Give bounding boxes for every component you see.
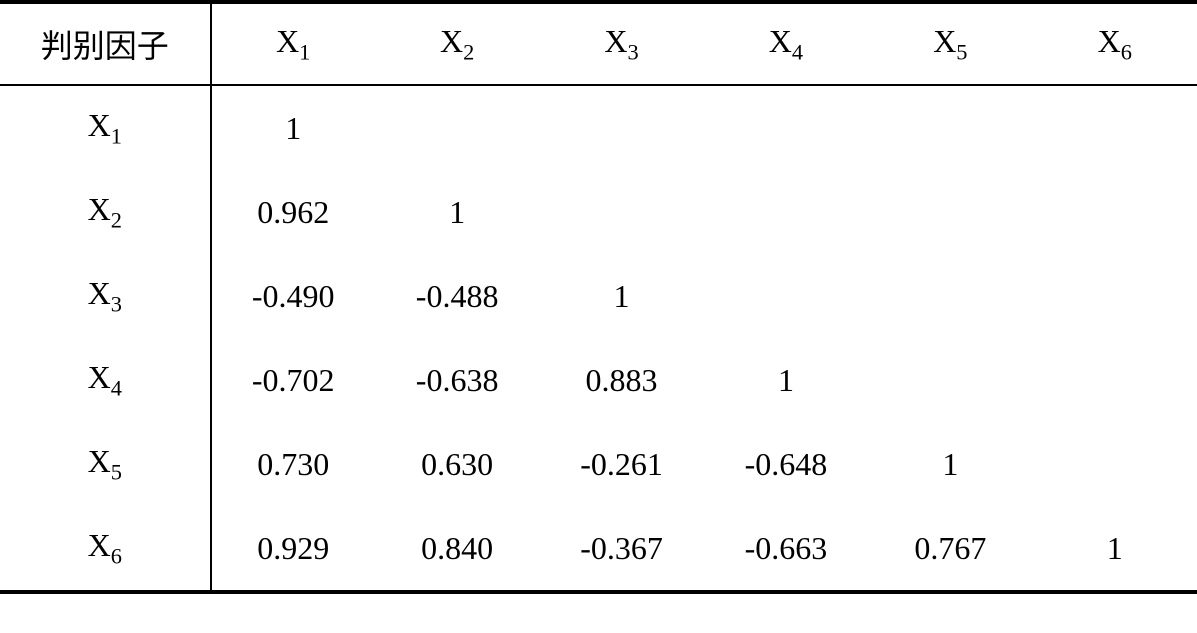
cell: [704, 170, 868, 254]
cell: -0.648: [704, 422, 868, 506]
cell: -0.490: [211, 254, 375, 338]
row-label-3: X3: [0, 254, 211, 338]
cell: -0.488: [375, 254, 539, 338]
cell: [1033, 170, 1197, 254]
row-label-1: X1: [0, 85, 211, 170]
cell: 0.630: [375, 422, 539, 506]
table-row: X1 1: [0, 85, 1197, 170]
cell: 0.962: [211, 170, 375, 254]
cell: [704, 254, 868, 338]
cell: [539, 85, 703, 170]
correlation-matrix-table: 判别因子 X1 X2 X3 X4 X5 X6 X1 1 X2 0.962 1: [0, 0, 1197, 594]
cell: -0.367: [539, 506, 703, 592]
cell: 0.929: [211, 506, 375, 592]
cell: [1033, 254, 1197, 338]
header-col-2: X2: [375, 2, 539, 85]
header-col-4: X4: [704, 2, 868, 85]
cell: [868, 170, 1032, 254]
table-row: X3 -0.490 -0.488 1: [0, 254, 1197, 338]
cell: -0.638: [375, 338, 539, 422]
header-row: 判别因子 X1 X2 X3 X4 X5 X6: [0, 2, 1197, 85]
row-label-5: X5: [0, 422, 211, 506]
cell: 1: [539, 254, 703, 338]
table-row: X5 0.730 0.630 -0.261 -0.648 1: [0, 422, 1197, 506]
table-row: X4 -0.702 -0.638 0.883 1: [0, 338, 1197, 422]
cell: [1033, 85, 1197, 170]
cell: 1: [375, 170, 539, 254]
table-row: X2 0.962 1: [0, 170, 1197, 254]
cell: [1033, 338, 1197, 422]
row-label-6: X6: [0, 506, 211, 592]
cell: -0.702: [211, 338, 375, 422]
cell: 0.883: [539, 338, 703, 422]
header-col-3: X3: [539, 2, 703, 85]
cell: 1: [868, 422, 1032, 506]
table-row: X6 0.929 0.840 -0.367 -0.663 0.767 1: [0, 506, 1197, 592]
cell: -0.663: [704, 506, 868, 592]
cell: 0.730: [211, 422, 375, 506]
cell: [704, 85, 868, 170]
cell: 1: [211, 85, 375, 170]
header-col-6: X6: [1033, 2, 1197, 85]
cell: 1: [704, 338, 868, 422]
row-label-4: X4: [0, 338, 211, 422]
row-label-2: X2: [0, 170, 211, 254]
cell: [375, 85, 539, 170]
header-col-5: X5: [868, 2, 1032, 85]
cell: [1033, 422, 1197, 506]
header-col-1: X1: [211, 2, 375, 85]
cell: 0.767: [868, 506, 1032, 592]
cell: [868, 85, 1032, 170]
cell: 1: [1033, 506, 1197, 592]
cell: 0.840: [375, 506, 539, 592]
cell: [868, 254, 1032, 338]
cell: -0.261: [539, 422, 703, 506]
header-label: 判别因子: [0, 2, 211, 85]
cell: [868, 338, 1032, 422]
cell: [539, 170, 703, 254]
